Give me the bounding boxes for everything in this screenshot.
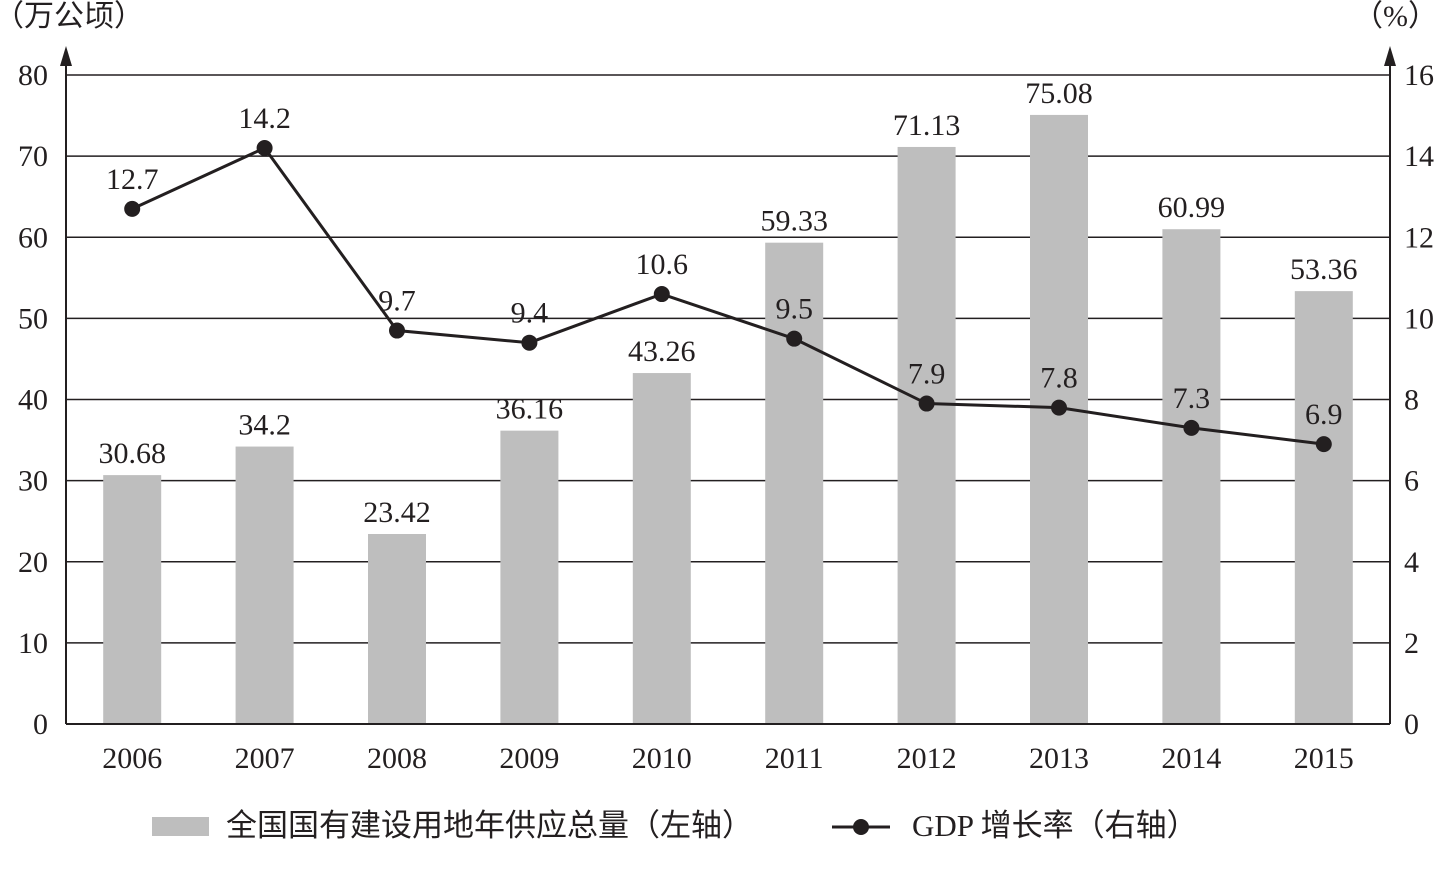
bar-value-label: 75.08 — [1025, 77, 1093, 110]
left-tick-label: 20 — [18, 546, 48, 579]
x-tick-label: 2010 — [632, 742, 692, 775]
gdp-point — [653, 286, 670, 303]
gdp-value-label: 9.4 — [511, 297, 549, 330]
legend-line-marker — [853, 819, 869, 835]
x-tick-label: 2014 — [1161, 742, 1221, 775]
gdp-value-label: 9.7 — [378, 285, 416, 318]
gdp-value-label: 7.8 — [1040, 362, 1078, 395]
bar-value-label: 23.42 — [363, 496, 431, 529]
right-tick-label: 8 — [1404, 384, 1419, 417]
bar — [235, 446, 294, 724]
legend: 全国国有建设用地年供应总量（左轴） GDP 增长率（右轴） — [152, 808, 1198, 843]
bar-value-label: 60.99 — [1158, 191, 1226, 224]
bar-value-label: 30.68 — [98, 437, 166, 470]
gdp-value-label: 9.5 — [775, 293, 813, 326]
right-tick-label: 12 — [1404, 221, 1434, 254]
gdp-value-label: 14.2 — [238, 102, 291, 135]
x-tick-label: 2015 — [1294, 742, 1354, 775]
gdp-point — [1051, 399, 1067, 416]
bar-value-label: 36.16 — [496, 393, 564, 426]
bar — [500, 430, 559, 724]
gdp-point — [918, 395, 935, 412]
legend-bar-label: 全国国有建设用地年供应总量（左轴） — [226, 808, 753, 843]
right-axis-arrow — [1384, 46, 1396, 66]
bar — [103, 475, 162, 724]
bar — [368, 534, 426, 724]
gdp-line — [131, 146, 1324, 446]
legend-bar-swatch — [152, 817, 209, 836]
left-tick-label: 50 — [18, 302, 48, 335]
right-tick-label: 14 — [1404, 140, 1434, 173]
legend-line-label: GDP 增长率（右轴） — [912, 808, 1198, 843]
bar — [1294, 291, 1353, 724]
bar — [632, 373, 691, 724]
gdp-value-label: 7.3 — [1173, 382, 1211, 415]
x-tick-label: 2012 — [897, 742, 957, 775]
right-tick-label: 16 — [1404, 59, 1434, 92]
right-tick-label: 2 — [1404, 627, 1419, 660]
x-tick-label: 2013 — [1029, 742, 1089, 775]
right-tick-label: 4 — [1404, 546, 1419, 579]
left-tick-label: 80 — [18, 59, 48, 92]
right-tick-label: 6 — [1404, 465, 1419, 498]
bar-series — [103, 114, 1353, 725]
left-tick-label: 60 — [18, 221, 48, 254]
x-tick-label: 2008 — [367, 742, 427, 775]
line-series — [124, 140, 1332, 453]
bar-value-label: 34.2 — [238, 409, 291, 442]
gdp-point — [124, 200, 141, 217]
gdp-point — [521, 334, 538, 351]
left-tick-label: 10 — [18, 627, 48, 660]
gdp-value-label: 6.9 — [1305, 398, 1343, 431]
gdp-point — [786, 330, 803, 347]
data-labels: 30.68 34.2 23.42 36.16 43.26 59.33 71.13 75.08 6… — [98, 77, 1357, 529]
gdp-value-label: 12.7 — [106, 163, 159, 196]
gdp-value-label: 7.9 — [908, 358, 946, 391]
bar-value-label: 53.36 — [1290, 253, 1358, 286]
bar — [1162, 229, 1221, 724]
gdp-point — [389, 322, 405, 339]
bar — [1030, 114, 1088, 724]
right-tick-label: 0 — [1404, 708, 1419, 741]
left-tick-label: 40 — [18, 384, 48, 417]
left-axis-label: （万公顷） — [0, 0, 144, 33]
x-tick-label: 2007 — [235, 742, 295, 775]
right-tick-label: 10 — [1404, 302, 1434, 335]
bar — [765, 242, 824, 725]
right-axis-label: （%） — [1353, 0, 1438, 33]
left-axis-arrow — [60, 46, 72, 66]
left-tick-label: 70 — [18, 140, 48, 173]
gdp-point — [1183, 419, 1200, 436]
bar-value-label: 59.33 — [760, 205, 828, 238]
gdp-point — [1315, 436, 1332, 453]
gdp-value-label: 10.6 — [636, 248, 689, 281]
bar-value-label: 71.13 — [893, 109, 961, 142]
x-tick-label: 2011 — [765, 742, 824, 775]
bar — [897, 146, 956, 724]
x-tick-label: 2006 — [102, 742, 162, 775]
left-tick-label: 0 — [33, 708, 48, 741]
left-tick-label: 30 — [18, 465, 48, 498]
x-tick-label: 2009 — [499, 742, 559, 775]
axes: 0 10 20 30 40 50 60 70 80 0 2 4 6 8 10 12 14 16 2006 2007 20… — [18, 46, 1434, 775]
bar-value-label: 43.26 — [628, 335, 696, 368]
gdp-point — [256, 140, 273, 157]
